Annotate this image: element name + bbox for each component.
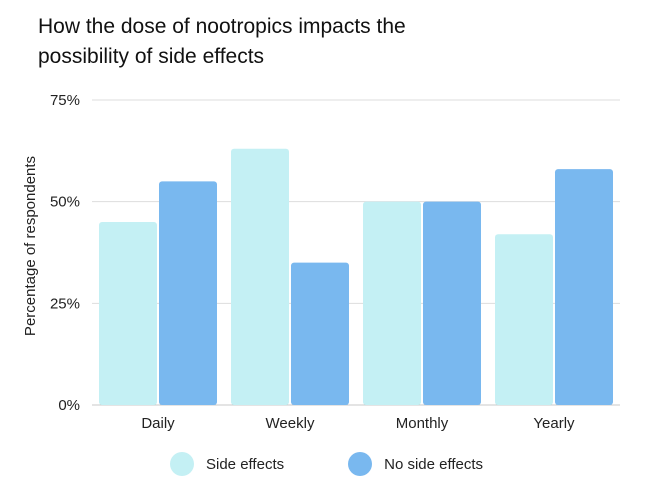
legend-item-side-effects: Side effects [170, 452, 284, 476]
x-tick-label: Weekly [266, 415, 315, 432]
y-tick-label: 75% [50, 92, 80, 109]
bars [99, 148, 613, 406]
y-axis-title: Percentage of respondents [22, 156, 39, 336]
bar-yearly-side-effects [495, 234, 553, 405]
x-tick-label: Monthly [396, 415, 449, 432]
bar-weekly-side-effects [231, 148, 289, 406]
x-tick-label: Yearly [533, 415, 575, 432]
y-tick-label: 50% [50, 194, 80, 211]
x-axis-ticks: Daily Weekly Monthly Yearly [141, 415, 575, 432]
x-tick-label: Daily [141, 415, 175, 432]
legend-swatch-no-side-effects [348, 452, 373, 476]
chart-title: How the dose of nootropics impacts the p… [38, 12, 458, 72]
chart-title-line-2: possibility of side effects [38, 45, 265, 68]
y-axis-ticks: 0% 25% 50% 75% [50, 92, 80, 414]
y-tick-label: 0% [58, 397, 80, 414]
legend-item-no-side-effects: No side effects [348, 452, 483, 476]
legend: Side effects No side effects [170, 452, 547, 476]
legend-label-side-effects: Side effects [206, 455, 285, 473]
bar-yearly-no-side-effects [555, 169, 613, 405]
bar-monthly-side-effects [363, 201, 421, 405]
bar-weekly-no-side-effects [291, 262, 349, 405]
chart-title-line-1: How the dose of nootropics impacts the [38, 15, 406, 38]
legend-swatch-side-effects [170, 452, 194, 476]
legend-label-no-side-effects: No side effects [384, 455, 484, 473]
bar-monthly-no-side-effects [423, 201, 481, 405]
bar-daily-no-side-effects [159, 181, 217, 405]
y-tick-label: 25% [50, 295, 80, 312]
bar-daily-side-effects [99, 222, 157, 405]
